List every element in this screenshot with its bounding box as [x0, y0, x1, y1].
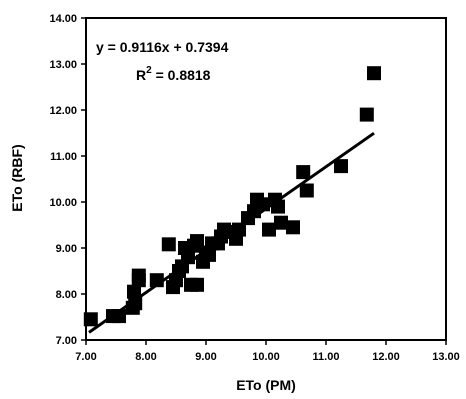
y-tick-label: 13.00	[49, 59, 77, 71]
x-tick-label: 10.00	[252, 351, 280, 363]
regression-equation: y = 0.9116x + 0.7394	[96, 39, 229, 55]
y-tick-label: 12.00	[49, 105, 77, 117]
y-tick-label: 8.00	[56, 289, 77, 301]
data-point	[256, 197, 270, 212]
x-tick-label: 12.00	[372, 351, 400, 363]
y-tick-label: 9.00	[56, 243, 77, 255]
y-tick-label: 11.00	[50, 151, 77, 163]
data-points	[83, 66, 381, 327]
x-axis-title: ETo (PM)	[236, 377, 296, 393]
data-point	[190, 277, 204, 292]
data-point	[190, 234, 204, 249]
data-point	[367, 66, 381, 81]
x-tick-label: 13.00	[432, 351, 460, 363]
r-squared-symbol: R	[136, 67, 146, 83]
data-point	[271, 199, 285, 214]
data-point	[202, 247, 216, 262]
data-point	[334, 159, 348, 174]
data-point	[232, 222, 246, 237]
data-point	[83, 312, 98, 327]
data-point	[286, 220, 300, 235]
y-axis-title: ETo (RBF)	[9, 144, 25, 211]
data-point	[161, 237, 176, 252]
r-squared-value: = 0.8818	[152, 67, 211, 83]
data-point	[149, 273, 164, 288]
x-tick-label: 11.00	[313, 351, 340, 363]
data-point	[112, 309, 126, 324]
data-point	[359, 107, 374, 122]
data-point	[128, 296, 143, 311]
data-point	[274, 215, 288, 230]
y-tick-label: 14.00	[49, 13, 77, 25]
data-point	[131, 268, 146, 283]
data-point	[181, 250, 195, 265]
x-tick-label: 7.00	[75, 351, 96, 363]
data-point	[127, 284, 141, 299]
y-tick-label: 10.00	[49, 197, 77, 209]
r-squared-exponent: 2	[146, 65, 152, 76]
x-tick-label: 8.00	[135, 351, 156, 363]
x-axis-ticks: 7.00 8.00 9.00 10.00 11.00 12.00 13.00	[75, 340, 460, 363]
y-axis-ticks: 7.00 8.00 9.00 10.00 11.00 12.00 13.00 14.00	[49, 13, 86, 347]
data-point	[299, 183, 314, 198]
data-point	[296, 165, 311, 180]
x-tick-label: 9.00	[195, 351, 216, 363]
y-tick-label: 7.00	[56, 335, 77, 347]
r-squared-label: R2 = 0.8818	[136, 65, 211, 83]
data-point	[262, 222, 276, 237]
